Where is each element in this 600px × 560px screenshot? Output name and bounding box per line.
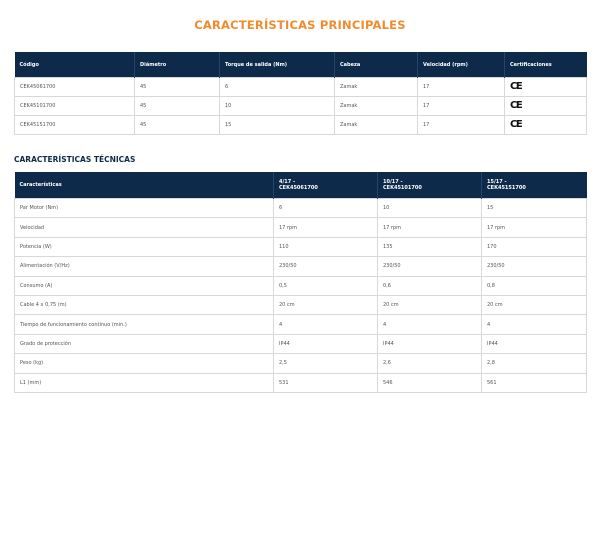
cell-characteristic: Cable 4 x 0,75 (m) bbox=[14, 294, 274, 316]
technical-specs-table: Características 4/17 - CEK45061700 10/17… bbox=[14, 172, 587, 393]
cell-value: 4 bbox=[481, 314, 587, 335]
model-1-line-2: CEK45061700 bbox=[279, 185, 318, 191]
table-row: Consumo (A) 0,5 0,6 0,8 bbox=[14, 275, 587, 296]
model-2-line-1: 10/17 - bbox=[383, 179, 403, 185]
main-features-table: Código Diámetro Torque de salida (Nm) Ca… bbox=[14, 52, 587, 135]
ce-mark-icon: CE bbox=[510, 100, 523, 111]
cell-value: 2,8 bbox=[481, 353, 587, 374]
table-row: L1 (mm) 531 546 561 bbox=[14, 372, 587, 393]
table-row: Potencia (W) 110 135 170 bbox=[14, 236, 587, 258]
cell-value: 0,5 bbox=[273, 275, 378, 296]
cell-characteristic: Alimentación (V/Hz) bbox=[14, 256, 274, 277]
column-header-velocidad: Velocidad (rpm) bbox=[417, 52, 505, 78]
table-row: Cable 4 x 0,75 (m) 20 cm 20 cm 20 cm bbox=[14, 294, 587, 316]
cell-codigo: CEK45101700 bbox=[14, 96, 135, 116]
model-3-line-1: 15/17 - bbox=[487, 179, 507, 185]
cell-value: IP44 bbox=[481, 333, 587, 355]
cell-value: IP44 bbox=[273, 333, 378, 355]
cell-characteristic: Par Motor (Nm) bbox=[14, 197, 274, 219]
cell-value: 4 bbox=[377, 314, 482, 335]
model-2-line-2: CEK45101700 bbox=[383, 185, 422, 191]
table-header-row: Características 4/17 - CEK45061700 10/17… bbox=[14, 172, 587, 199]
cell-cabeza: Zamak bbox=[334, 96, 418, 116]
cell-value: 110 bbox=[273, 236, 378, 258]
cell-torque: 15 bbox=[219, 115, 335, 135]
cell-value: 20 cm bbox=[377, 294, 482, 316]
cell-certificaciones: CE bbox=[504, 77, 587, 97]
cell-diametro: 45 bbox=[134, 77, 220, 97]
technical-specs-body: Par Motor (Nm) 6 10 15 Velocidad 17 rpm 17 rpm… bbox=[14, 197, 587, 393]
cell-value: 15 bbox=[481, 197, 587, 219]
cell-velocidad: 17 bbox=[417, 115, 505, 135]
cell-certificaciones: CE bbox=[504, 96, 587, 116]
cell-value: 10 bbox=[377, 197, 482, 219]
cell-diametro: 45 bbox=[134, 96, 220, 116]
cell-value: 17 rpm bbox=[481, 217, 587, 238]
table-row: Tiempo de funcionamiento continuo (min.)… bbox=[14, 314, 587, 335]
cell-value: 230/50 bbox=[273, 256, 378, 277]
cell-characteristic: Consumo (A) bbox=[14, 275, 274, 296]
cell-value: 546 bbox=[377, 372, 482, 393]
cell-characteristic: Tiempo de funcionamiento continuo (min.) bbox=[14, 314, 274, 335]
ce-mark-icon: CE bbox=[510, 81, 523, 92]
table-row: CEK45151700 45 15 Zamak 17 CE bbox=[14, 115, 587, 135]
model-1-line-1: 4/17 - bbox=[279, 179, 296, 185]
cell-velocidad: 17 bbox=[417, 77, 505, 97]
column-header-codigo: Código bbox=[14, 52, 135, 78]
cell-velocidad: 17 bbox=[417, 96, 505, 116]
cell-value: 230/50 bbox=[377, 256, 482, 277]
cell-value: 2,5 bbox=[273, 353, 378, 374]
column-header-model-1: 4/17 - CEK45061700 bbox=[273, 172, 378, 199]
table-row: Velocidad 17 rpm 17 rpm 17 rpm bbox=[14, 217, 587, 238]
table-row: Grado de protección IP44 IP44 IP44 bbox=[14, 333, 587, 355]
section-title: CARACTERÍSTICAS TÉCNICAS bbox=[14, 155, 136, 164]
cell-cabeza: Zamak bbox=[334, 77, 418, 97]
page-title: CARACTERÍSTICAS PRINCIPALES bbox=[194, 18, 406, 32]
cell-value: 230/50 bbox=[481, 256, 587, 277]
cell-certificaciones: CE bbox=[504, 115, 587, 135]
cell-value: 6 bbox=[273, 197, 378, 219]
cell-value: 135 bbox=[377, 236, 482, 258]
cell-value: 531 bbox=[273, 372, 378, 393]
cell-value: 2,6 bbox=[377, 353, 482, 374]
column-header-model-2: 10/17 - CEK45101700 bbox=[377, 172, 482, 199]
cell-value: 20 cm bbox=[273, 294, 378, 316]
cell-value: 20 cm bbox=[481, 294, 587, 316]
ce-mark-icon: CE bbox=[510, 119, 523, 130]
cell-characteristic: L1 (mm) bbox=[14, 372, 274, 393]
cell-cabeza: Zamak bbox=[334, 115, 418, 135]
table-row: Peso (kg) 2,5 2,6 2,8 bbox=[14, 353, 587, 374]
table-row: Alimentación (V/Hz) 230/50 230/50 230/50 bbox=[14, 256, 587, 277]
cell-characteristic: Potencia (W) bbox=[14, 236, 274, 258]
cell-value: 0,8 bbox=[481, 275, 587, 296]
column-header-caracteristicas: Características bbox=[14, 172, 274, 199]
cell-torque: 10 bbox=[219, 96, 335, 116]
cell-value: 561 bbox=[481, 372, 587, 393]
table-row: CEK45061700 45 6 Zamak 17 CE bbox=[14, 77, 587, 97]
cell-value: 0,6 bbox=[377, 275, 482, 296]
cell-value: 170 bbox=[481, 236, 587, 258]
column-header-torque: Torque de salida (Nm) bbox=[219, 52, 335, 78]
cell-torque: 6 bbox=[219, 77, 335, 97]
column-header-model-3: 15/17 - CEK45151700 bbox=[481, 172, 587, 199]
cell-codigo: CEK45151700 bbox=[14, 115, 135, 135]
table-header-row: Código Diámetro Torque de salida (Nm) Ca… bbox=[14, 52, 587, 78]
cell-value: 17 rpm bbox=[377, 217, 482, 238]
table-row: CEK45101700 45 10 Zamak 17 CE bbox=[14, 96, 587, 116]
cell-codigo: CEK45061700 bbox=[14, 77, 135, 97]
cell-value: IP44 bbox=[377, 333, 482, 355]
column-header-certificaciones: Certificaciones bbox=[504, 52, 587, 78]
cell-characteristic: Peso (kg) bbox=[14, 353, 274, 374]
table-row: Par Motor (Nm) 6 10 15 bbox=[14, 197, 587, 219]
cell-characteristic: Velocidad bbox=[14, 217, 274, 238]
cell-value: 17 rpm bbox=[273, 217, 378, 238]
model-3-line-2: CEK45151700 bbox=[487, 185, 526, 191]
cell-characteristic: Grado de protección bbox=[14, 333, 274, 355]
column-header-cabeza: Cabeza bbox=[334, 52, 418, 78]
cell-value: 4 bbox=[273, 314, 378, 335]
cell-diametro: 45 bbox=[134, 115, 220, 135]
column-header-diametro: Diámetro bbox=[134, 52, 220, 78]
